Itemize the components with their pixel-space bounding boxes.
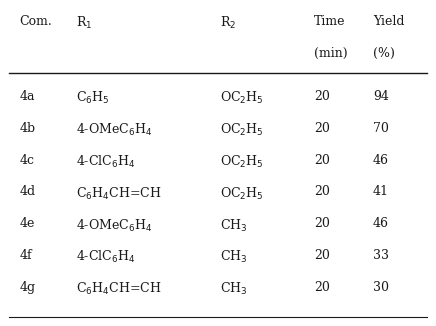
Text: 20: 20 — [314, 122, 330, 135]
Text: 20: 20 — [314, 154, 330, 167]
Text: 20: 20 — [314, 90, 330, 103]
Text: 4b: 4b — [20, 122, 36, 135]
Text: OC$_2$H$_5$: OC$_2$H$_5$ — [220, 185, 264, 201]
Text: (%): (%) — [373, 47, 395, 60]
Text: 30: 30 — [373, 281, 389, 294]
Text: 20: 20 — [314, 281, 330, 294]
Text: (min): (min) — [314, 47, 347, 60]
Text: 4g: 4g — [20, 281, 36, 294]
Text: C$_6$H$_5$: C$_6$H$_5$ — [76, 90, 110, 106]
Text: C$_6$H$_4$CH=CH: C$_6$H$_4$CH=CH — [76, 281, 162, 297]
Text: CH$_3$: CH$_3$ — [220, 281, 248, 297]
Text: 4-ClC$_6$H$_4$: 4-ClC$_6$H$_4$ — [76, 249, 136, 265]
Text: Time: Time — [314, 15, 345, 28]
Text: OC$_2$H$_5$: OC$_2$H$_5$ — [220, 154, 264, 170]
Text: 4a: 4a — [20, 90, 35, 103]
Text: 4-ClC$_6$H$_4$: 4-ClC$_6$H$_4$ — [76, 154, 136, 170]
Text: R$_2$: R$_2$ — [220, 15, 236, 31]
Text: 20: 20 — [314, 217, 330, 230]
Text: 41: 41 — [373, 185, 389, 199]
Text: 46: 46 — [373, 217, 389, 230]
Text: 20: 20 — [314, 249, 330, 262]
Text: R$_1$: R$_1$ — [76, 15, 92, 31]
Text: Com.: Com. — [20, 15, 52, 28]
Text: 4-OMeC$_6$H$_4$: 4-OMeC$_6$H$_4$ — [76, 122, 153, 138]
Text: C$_6$H$_4$CH=CH: C$_6$H$_4$CH=CH — [76, 185, 162, 201]
Text: 94: 94 — [373, 90, 388, 103]
Text: 4-OMeC$_6$H$_4$: 4-OMeC$_6$H$_4$ — [76, 217, 153, 233]
Text: OC$_2$H$_5$: OC$_2$H$_5$ — [220, 90, 264, 106]
Text: CH$_3$: CH$_3$ — [220, 217, 248, 233]
Text: 46: 46 — [373, 154, 389, 167]
Text: 33: 33 — [373, 249, 389, 262]
Text: 4c: 4c — [20, 154, 34, 167]
Text: 4e: 4e — [20, 217, 35, 230]
Text: CH$_3$: CH$_3$ — [220, 249, 248, 265]
Text: 70: 70 — [373, 122, 388, 135]
Text: 4f: 4f — [20, 249, 32, 262]
Text: 20: 20 — [314, 185, 330, 199]
Text: 4d: 4d — [20, 185, 36, 199]
Text: OC$_2$H$_5$: OC$_2$H$_5$ — [220, 122, 264, 138]
Text: Yield: Yield — [373, 15, 404, 28]
